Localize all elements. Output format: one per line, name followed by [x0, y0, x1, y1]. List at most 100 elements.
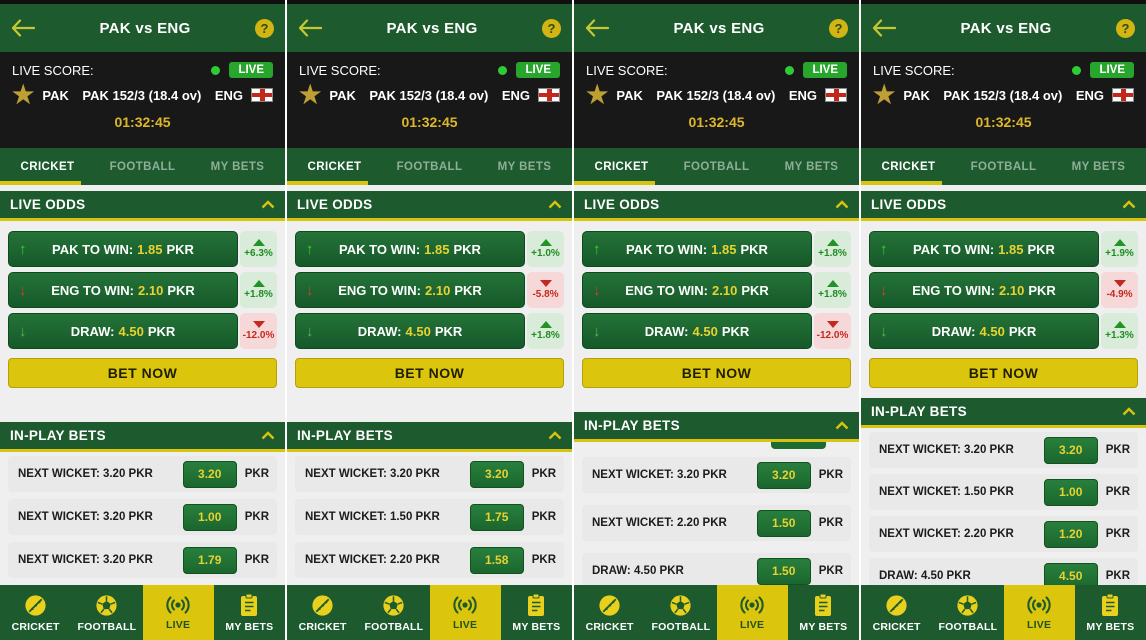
odds-bet-button[interactable]: ↑ PAK TO WIN: 1.85 PKR — [582, 231, 812, 267]
chevron-up-icon[interactable] — [1122, 200, 1136, 209]
live-badge: LIVE — [229, 62, 273, 78]
cricket-ball-icon — [312, 594, 333, 616]
trend-triangle-icon — [1113, 280, 1126, 287]
chevron-up-icon[interactable] — [261, 431, 275, 440]
help-icon[interactable]: ? — [542, 18, 561, 38]
arrow-down-red-icon: ↓ — [19, 281, 27, 299]
chevron-up-icon[interactable] — [835, 421, 849, 430]
in-play-bets-header[interactable]: IN-PLAY BETS — [861, 398, 1146, 428]
nav-cricket[interactable]: CRICKET — [0, 585, 71, 640]
odds-bet-button[interactable]: ↑ PAK TO WIN: 1.85 PKR — [869, 231, 1099, 267]
live-odds-header[interactable]: LIVE ODDS — [861, 191, 1146, 221]
help-icon[interactable]: ? — [1116, 18, 1135, 38]
nav-cricket[interactable]: CRICKET — [287, 585, 358, 640]
nav-football[interactable]: FOOTBALL — [932, 585, 1003, 640]
tab-football[interactable]: FOOTBALL — [396, 160, 463, 173]
inplay-odds-button[interactable]: 1.75 — [469, 503, 524, 531]
arrow-down-red-icon: ↓ — [306, 281, 314, 299]
nav-football[interactable]: FOOTBALL — [358, 585, 429, 640]
odds-bet-button[interactable]: ↓ ENG TO WIN: 2.10 PKR — [869, 272, 1099, 308]
inplay-bet-label: NEXT WICKET: 3.20 PKR — [592, 469, 727, 481]
tab-my-bets[interactable]: MY BETS — [210, 160, 265, 173]
tab-cricket[interactable]: CRICKET — [287, 148, 382, 185]
nav-my-bets[interactable]: MY BETS — [788, 585, 859, 640]
chevron-up-icon[interactable] — [548, 200, 562, 209]
inplay-odds-button[interactable]: 3.20 — [1043, 436, 1098, 464]
chevron-up-icon[interactable] — [835, 200, 849, 209]
back-arrow-icon[interactable] — [585, 19, 609, 37]
help-icon[interactable]: ? — [255, 18, 274, 38]
match-timer: 01:32:45 — [401, 114, 458, 130]
odds-label: PAK TO WIN: — [339, 241, 421, 257]
odds-bet-button[interactable]: ↓ ENG TO WIN: 2.10 PKR — [8, 272, 238, 308]
inplay-odds-button[interactable]: 3.20 — [182, 460, 237, 488]
nav-my-bets[interactable]: MY BETS — [1075, 585, 1146, 640]
nav-cricket[interactable]: CRICKET — [574, 585, 645, 640]
odds-bet-button[interactable]: ↓ DRAW: 4.50 PKR — [582, 313, 812, 349]
odds-bet-button[interactable]: ↑ PAK TO WIN: 1.85 PKR — [295, 231, 525, 267]
top-black-strip — [287, 0, 572, 4]
inplay-odds-button[interactable]: 1.20 — [1043, 520, 1098, 548]
tab-cricket[interactable]: CRICKET — [861, 148, 956, 185]
nav-football[interactable]: FOOTBALL — [71, 585, 142, 640]
bet-now-button[interactable]: BET NOW — [582, 358, 851, 388]
inplay-odds-button[interactable]: 1.50 — [756, 509, 811, 537]
tab-cricket[interactable]: CRICKET — [574, 148, 669, 185]
nav-cricket[interactable]: CRICKET — [861, 585, 932, 640]
live-odds-header[interactable]: LIVE ODDS — [287, 191, 572, 221]
pak-star-logo-icon: ★ — [586, 81, 609, 109]
back-arrow-icon[interactable] — [298, 19, 322, 37]
help-icon[interactable]: ? — [829, 18, 848, 38]
nav-live[interactable]: LIVE — [429, 585, 501, 640]
live-odds-header[interactable]: LIVE ODDS — [574, 191, 859, 221]
my-bets-clipboard-icon — [528, 593, 545, 616]
odds-bet-button[interactable]: ↑ PAK TO WIN: 1.85 PKR — [8, 231, 238, 267]
tab-football[interactable]: FOOTBALL — [683, 160, 750, 173]
back-arrow-icon[interactable] — [11, 19, 35, 37]
tab-cricket[interactable]: CRICKET — [0, 148, 95, 185]
tab-my-bets[interactable]: MY BETS — [1071, 160, 1126, 173]
in-play-bets-header[interactable]: IN-PLAY BETS — [0, 422, 285, 452]
live-odds-title: LIVE ODDS — [871, 197, 947, 212]
bet-now-button[interactable]: BET NOW — [295, 358, 564, 388]
in-play-bets-section: IN-PLAY BETS NEXT WICKET: 3.20 PKR 3.20 … — [0, 422, 285, 578]
inplay-odds-button[interactable]: 1.50 — [756, 557, 811, 585]
tab-my-bets[interactable]: MY BETS — [497, 160, 552, 173]
inplay-odds-button[interactable]: 3.20 — [756, 461, 811, 489]
nav-football[interactable]: FOOTBALL — [645, 585, 716, 640]
nav-my-bets[interactable]: MY BETS — [214, 585, 285, 640]
in-play-bets-header[interactable]: IN-PLAY BETS — [287, 422, 572, 452]
odds-bet-button[interactable]: ↓ ENG TO WIN: 2.10 PKR — [295, 272, 525, 308]
inplay-odds-button[interactable]: 1.00 — [182, 503, 237, 531]
live-broadcast-icon — [1027, 596, 1051, 614]
bet-now-button[interactable]: BET NOW — [8, 358, 277, 388]
in-play-bets-header[interactable]: IN-PLAY BETS — [574, 412, 859, 442]
inplay-odds-button[interactable]: 1.00 — [1043, 478, 1098, 506]
odds-bet-button[interactable]: ↓ DRAW: 4.50 PKR — [295, 313, 525, 349]
odds-label: DRAW: — [931, 323, 976, 339]
nav-my-bets[interactable]: MY BETS — [501, 585, 572, 640]
currency-label: PKR — [244, 468, 269, 480]
chevron-up-icon[interactable] — [548, 431, 562, 440]
odds-bet-button[interactable]: ↓ DRAW: 4.50 PKR — [8, 313, 238, 349]
bet-now-button[interactable]: BET NOW — [869, 358, 1138, 388]
chevron-up-icon[interactable] — [1122, 407, 1136, 416]
back-arrow-icon[interactable] — [872, 19, 896, 37]
odds-label: ENG TO WIN: — [51, 282, 135, 298]
odds-bet-button[interactable]: ↓ DRAW: 4.50 PKR — [869, 313, 1099, 349]
inplay-odds-button[interactable]: 3.20 — [469, 460, 524, 488]
nav-live[interactable]: LIVE — [142, 585, 214, 640]
tab-my-bets[interactable]: MY BETS — [784, 160, 839, 173]
tab-football[interactable]: FOOTBALL — [970, 160, 1037, 173]
inplay-bet-label: NEXT WICKET: 3.20 PKR — [18, 468, 153, 480]
nav-live[interactable]: LIVE — [1003, 585, 1075, 640]
live-score-label: LIVE SCORE: — [873, 62, 955, 78]
chevron-up-icon[interactable] — [261, 200, 275, 209]
live-odds-header[interactable]: LIVE ODDS — [0, 191, 285, 221]
odds-bet-button[interactable]: ↓ ENG TO WIN: 2.10 PKR — [582, 272, 812, 308]
nav-live[interactable]: LIVE — [716, 585, 788, 640]
inplay-bet-row: NEXT WICKET: 3.20 PKR 1.79 PKR — [8, 542, 277, 578]
tab-football[interactable]: FOOTBALL — [109, 160, 176, 173]
inplay-odds-button[interactable]: 1.58 — [469, 546, 524, 574]
inplay-odds-button[interactable]: 1.79 — [182, 546, 237, 574]
